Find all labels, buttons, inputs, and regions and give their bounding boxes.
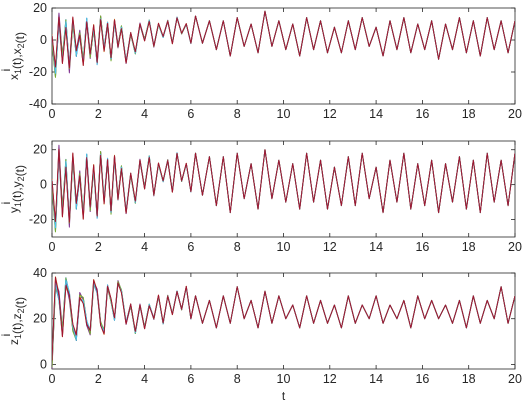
series-6-line: [52, 10, 515, 74]
x-tick-label: 8: [234, 372, 241, 386]
y-axis-label-superscript: i: [0, 69, 13, 72]
y-tick-label: -20: [29, 65, 47, 79]
y-axis-label-sub2: 2: [16, 176, 26, 181]
x-tick-label: 0: [49, 240, 56, 254]
y-axis-label-sub2: 2: [16, 43, 26, 48]
x-tick-label: 12: [323, 372, 337, 386]
y-axis-label: y1(t),y2(t): [7, 165, 27, 213]
x-tick-label: 2: [95, 107, 102, 121]
y-axis-label-end: (t): [13, 165, 27, 176]
y-axis-label-sub1: 1: [13, 69, 23, 74]
y-axis-label-main: x: [7, 74, 21, 80]
series-7-line: [52, 10, 515, 69]
plot-frame: [51, 272, 516, 370]
y-axis-label-sep: (t),z: [10, 313, 24, 334]
x-tick-label: 16: [415, 372, 429, 386]
x-tick-label: 20: [508, 107, 522, 121]
y-tick-label: 20: [33, 1, 47, 15]
y-axis-label-sep: (t),y: [10, 181, 24, 202]
y-tick-label: 0: [40, 178, 47, 192]
x-tick-label: 2: [95, 372, 102, 386]
x-tick-label: 8: [234, 240, 241, 254]
x-tick-label: 18: [462, 240, 476, 254]
x-tick-label: 2: [95, 240, 102, 254]
y-axis-label-sep: (t),x: [10, 48, 24, 69]
x-tick-label: 10: [277, 240, 291, 254]
x-tick-label: 12: [323, 240, 337, 254]
x-tick-label: 16: [415, 107, 429, 121]
y-axis-label-sub1: 1: [13, 202, 23, 207]
x-tick-label: 0: [49, 107, 56, 121]
plot-frame: [51, 7, 516, 105]
x-tick-label: 10: [277, 107, 291, 121]
x-tick-label: 12: [323, 107, 337, 121]
y-tick-label: -20: [29, 213, 47, 227]
y-tick-label: 20: [33, 312, 47, 326]
series-7-line: [52, 276, 515, 361]
series-5-line: [52, 10, 515, 78]
x-tick-label: 6: [187, 240, 194, 254]
x-tick-label: 14: [369, 372, 383, 386]
y-axis-label-sub1: 1: [13, 334, 23, 339]
x-tick-label: 10: [277, 372, 291, 386]
plot-area: [52, 144, 515, 233]
y-axis-label-main: y: [7, 207, 21, 213]
x-tick-label: 4: [141, 107, 148, 121]
y-axis-label-end: (t): [13, 297, 27, 308]
x-tick-label: 6: [187, 372, 194, 386]
x-tick-label: 20: [508, 240, 522, 254]
x-tick-label: 14: [369, 107, 383, 121]
x-tick-label: 18: [462, 372, 476, 386]
x-tick-label: 6: [187, 107, 194, 121]
y-axis-label-superscript: i: [0, 334, 13, 337]
series-1-line: [52, 10, 515, 78]
y-axis-label-end: (t): [13, 32, 27, 43]
y-tick-label: 0: [40, 33, 47, 47]
x-tick-label: 4: [141, 240, 148, 254]
y-tick-label: 0: [40, 357, 47, 371]
x-tick-label: 14: [369, 240, 383, 254]
x-tick-label: 18: [462, 107, 476, 121]
plot-area: [52, 10, 515, 78]
x-axis-label: t: [282, 389, 286, 403]
x-tick-label: 16: [415, 240, 429, 254]
y-tick-label: 20: [33, 143, 47, 157]
series-7-line: [52, 148, 515, 223]
x-tick-label: 8: [234, 107, 241, 121]
y-tick-label: -40: [29, 97, 47, 111]
y-axis-label: x1(t),x2(t): [7, 32, 27, 80]
y-axis-label-sub2: 2: [16, 308, 26, 313]
y-axis-label: z1(t),z2(t): [7, 297, 27, 345]
y-axis-label-superscript: i: [0, 202, 13, 205]
x-tick-label: 20: [508, 372, 522, 386]
x-tick-label: 0: [49, 372, 56, 386]
x-tick-label: 4: [141, 372, 148, 386]
plot-area: [52, 276, 515, 369]
y-axis-label-main: z: [7, 339, 21, 345]
y-tick-label: 40: [33, 266, 47, 280]
